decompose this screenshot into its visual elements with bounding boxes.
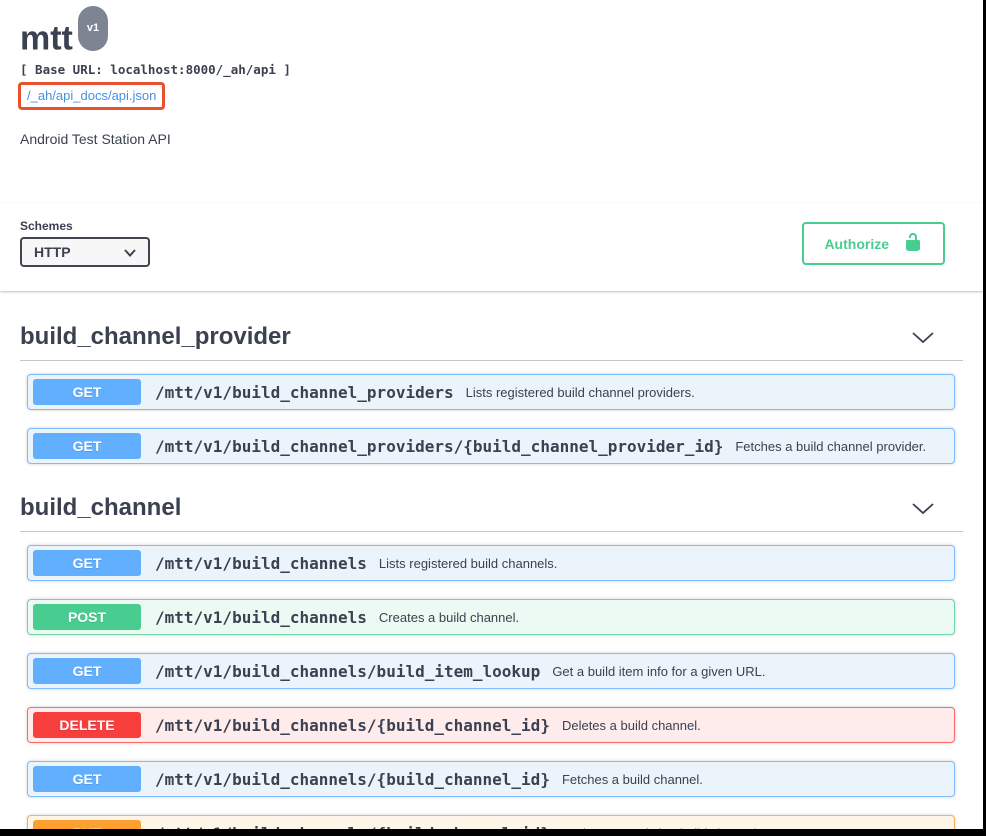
api-info: mtt v1 [ Base URL: localhost:8000/_ah/api… [0, 0, 983, 147]
operation-summary: Get a build item info for a given URL. [552, 663, 766, 679]
operation-path: /mtt/v1/build_channels/build_item_lookup [155, 661, 541, 681]
opblock-tag-section: build_channel_provider GET /mtt/v1/build… [20, 311, 963, 465]
api-title-text: mtt [20, 19, 73, 58]
method-badge: PUT [33, 820, 141, 829]
opblock-tag-section: build_channel GET /mtt/v1/build_channels… [20, 482, 963, 836]
page-title: mtt v1 [20, 6, 963, 58]
method-badge: GET [33, 433, 141, 460]
operation-path: /mtt/v1/build_channels/{build_channel_id… [155, 823, 550, 836]
operation-row[interactable]: POST /mtt/v1/build_channels Creates a bu… [27, 599, 955, 636]
annotation-highlight-box: /_ah/api_docs/api.json [18, 82, 166, 111]
method-badge: POST [33, 604, 141, 631]
method-badge: GET [33, 550, 141, 577]
operation-path: /mtt/v1/build_channels/{build_channel_id… [155, 715, 550, 735]
operations-list: build_channel_provider GET /mtt/v1/build… [0, 291, 983, 836]
authorize-button[interactable]: Authorize [802, 222, 945, 266]
operation-summary: Lists registered build channels. [378, 555, 558, 571]
unlock-icon [903, 232, 923, 255]
operation-summary: Updates an existing build channel. [561, 825, 760, 836]
method-badge: GET [33, 766, 141, 793]
operation-path: /mtt/v1/build_channel_providers/{build_c… [155, 436, 724, 456]
authorize-label: Authorize [824, 235, 889, 252]
scheme-selected-value: HTTP [34, 244, 71, 261]
operation-row[interactable]: DELETE /mtt/v1/build_channels/{build_cha… [27, 707, 955, 744]
chevron-down-icon [124, 244, 136, 260]
operation-summary: Deletes a build channel. [561, 717, 701, 733]
api-spec-link[interactable]: /_ah/api_docs/api.json [27, 88, 157, 104]
operation-path: /mtt/v1/build_channel_providers [155, 382, 454, 402]
scheme-select[interactable]: HTTP [20, 237, 150, 268]
section-operations: GET /mtt/v1/build_channel_providers List… [20, 361, 963, 465]
operation-row[interactable]: GET /mtt/v1/build_channels/{build_channe… [27, 761, 955, 798]
operation-row[interactable]: GET /mtt/v1/build_channels/build_item_lo… [27, 653, 955, 690]
api-description: Android Test Station API [20, 131, 171, 148]
method-badge: DELETE [33, 712, 141, 739]
operation-summary: Lists registered build channel providers… [465, 384, 695, 400]
operation-summary: Fetches a build channel provider. [735, 438, 927, 454]
operation-row[interactable]: PUT /mtt/v1/build_channels/{build_channe… [27, 815, 955, 836]
method-badge: GET [33, 379, 141, 406]
operation-row[interactable]: GET /mtt/v1/build_channel_providers List… [27, 374, 955, 411]
operation-path: /mtt/v1/build_channels [155, 607, 367, 627]
scheme-container: Schemes HTTP Authorize [0, 203, 983, 292]
operation-path: /mtt/v1/build_channels [155, 553, 367, 573]
section-title: build_channel_provider [20, 323, 291, 351]
base-url: [ Base URL: localhost:8000/_ah/api ] [20, 62, 291, 78]
operation-path: /mtt/v1/build_channels/{build_channel_id… [155, 769, 550, 789]
operation-row[interactable]: GET /mtt/v1/build_channel_providers/{bui… [27, 428, 955, 465]
operation-summary: Creates a build channel. [378, 609, 520, 625]
section-title: build_channel [20, 494, 182, 522]
method-badge: GET [33, 658, 141, 685]
chevron-down-icon[interactable] [911, 502, 935, 515]
schemes-label: Schemes [20, 219, 73, 234]
version-badge: v1 [77, 6, 109, 51]
operation-summary: Fetches a build channel. [561, 771, 703, 787]
section-operations: GET /mtt/v1/build_channels Lists registe… [20, 532, 963, 836]
section-header[interactable]: build_channel_provider [20, 311, 963, 362]
operation-row[interactable]: GET /mtt/v1/build_channels Lists registe… [27, 545, 955, 582]
chevron-down-icon[interactable] [911, 331, 935, 344]
schemes-block: Schemes HTTP [20, 219, 150, 268]
section-header[interactable]: build_channel [20, 482, 963, 533]
